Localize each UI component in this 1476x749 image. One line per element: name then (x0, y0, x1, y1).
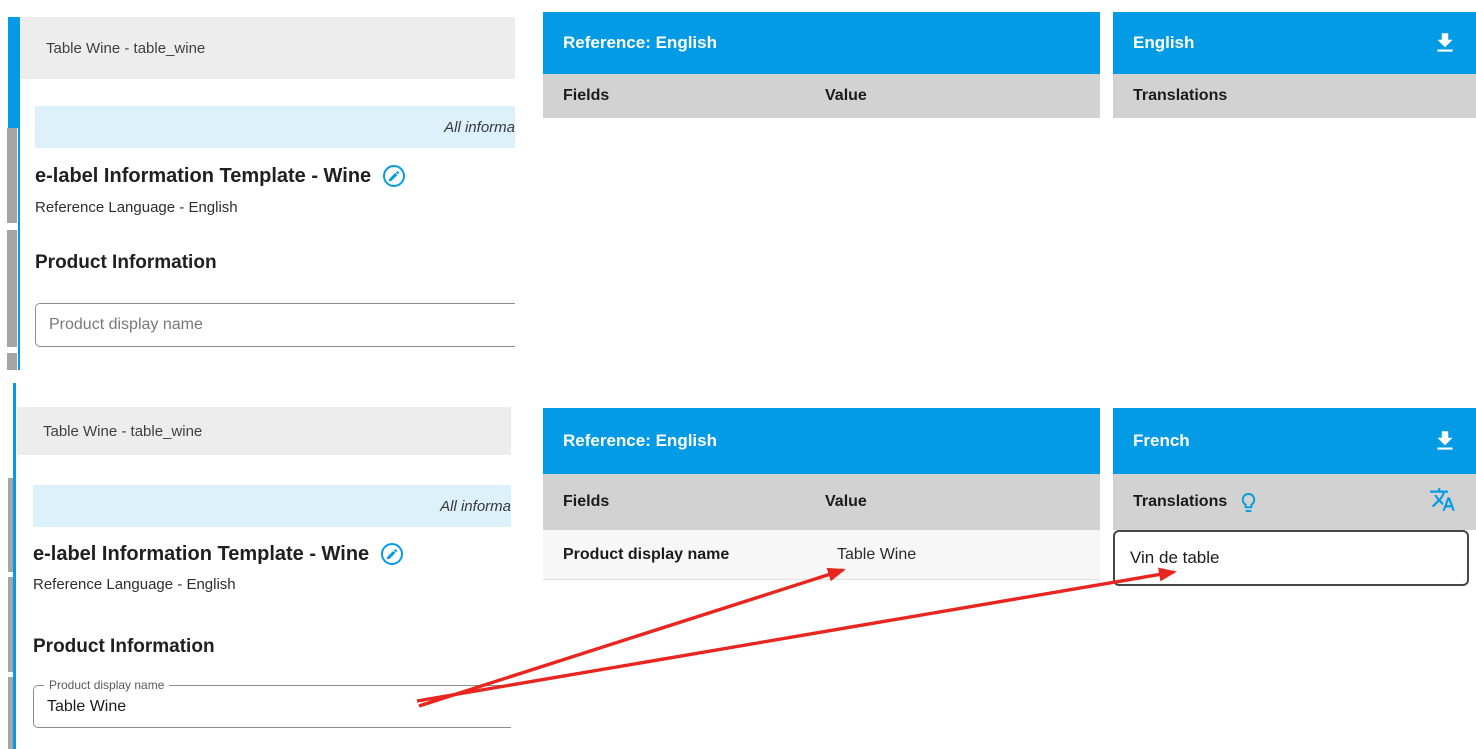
reference-panel-title: Reference: English (563, 431, 717, 450)
translate-icon (1430, 488, 1455, 511)
template-title-row: e-label Information Template - Wine (35, 164, 406, 188)
value-column-header: Value (825, 493, 867, 510)
translation-language-title: French (1133, 431, 1190, 450)
translation-input-wrapper (1113, 530, 1469, 586)
template-title: e-label Information Template - Wine (35, 164, 372, 187)
edit-template-button[interactable] (382, 164, 406, 188)
product-display-name-field (35, 303, 515, 347)
download-translations-button[interactable] (1432, 30, 1458, 56)
scrollbar-thumb[interactable] (8, 577, 13, 672)
edit-template-button[interactable] (380, 542, 404, 566)
value-column-header: Value (825, 87, 867, 104)
section-heading-product-information: Product Information (35, 252, 217, 273)
reference-row-field: Product display name (563, 545, 730, 563)
info-banner: All informa (33, 485, 511, 527)
reference-panel-header: Reference: English (543, 408, 1100, 474)
reference-language-subtitle: Reference Language - English (33, 576, 236, 593)
fields-column-header: Fields (563, 493, 610, 510)
template-title: e-label Information Template - Wine (33, 542, 370, 565)
download-translations-button[interactable] (1432, 428, 1458, 454)
download-icon (1437, 33, 1453, 52)
annotation-arrow (416, 567, 1177, 703)
translation-input[interactable] (1115, 532, 1467, 584)
info-banner-text: All informa (444, 118, 515, 136)
reference-panel-columns: Fields Value (543, 74, 1100, 118)
translations-columns: Translations (1113, 474, 1476, 530)
product-display-name-input[interactable] (34, 686, 511, 727)
scrollbar-thumb[interactable] (8, 677, 13, 749)
translation-language-title: English (1133, 33, 1195, 52)
translations-column-header: Translations (1133, 87, 1228, 104)
product-card-header: Table Wine - table_wine (17, 407, 511, 455)
product-display-name-input[interactable] (36, 304, 515, 346)
card-accent-border (18, 17, 20, 370)
translations-column-header: Translations (1133, 493, 1228, 510)
product-card-header-label: Table Wine - table_wine (46, 39, 206, 57)
download-icon (1437, 431, 1453, 450)
scrollbar-thumb[interactable] (8, 17, 18, 128)
auto-translate-button[interactable] (1429, 486, 1456, 513)
card-accent-border (13, 383, 16, 749)
translation-panel-header: French (1113, 408, 1476, 474)
edit-icon (381, 543, 404, 565)
product-card-header: Table Wine - table_wine (20, 17, 515, 79)
translations-columns: Translations (1113, 74, 1476, 118)
reference-panel-header: Reference: English (543, 12, 1100, 74)
scrollbar-thumb[interactable] (7, 128, 17, 223)
section-heading-product-information: Product Information (33, 636, 215, 657)
translation-panel-header: English (1113, 12, 1476, 74)
table-row: Product display name Table Wine (543, 530, 1100, 580)
edit-icon (383, 165, 406, 187)
info-banner-text: All informa (440, 497, 511, 515)
translation-hint-button[interactable] (1237, 491, 1260, 514)
scrollbar-thumb[interactable] (8, 478, 13, 572)
reference-language-subtitle: Reference Language - English (35, 199, 238, 216)
product-card-header-label: Table Wine - table_wine (43, 422, 203, 440)
template-title-row: e-label Information Template - Wine (33, 542, 404, 566)
scrollbar-thumb[interactable] (7, 353, 17, 370)
reference-panel-title: Reference: English (563, 33, 717, 52)
fields-column-header: Fields (563, 87, 610, 104)
lightbulb-icon (1242, 492, 1256, 512)
reference-panel-columns: Fields Value (543, 474, 1100, 530)
info-banner: All informa (35, 106, 515, 148)
reference-row-value: Table Wine (837, 545, 917, 563)
product-display-name-label: Product display name (44, 679, 170, 691)
scrollbar-thumb[interactable] (7, 230, 17, 347)
